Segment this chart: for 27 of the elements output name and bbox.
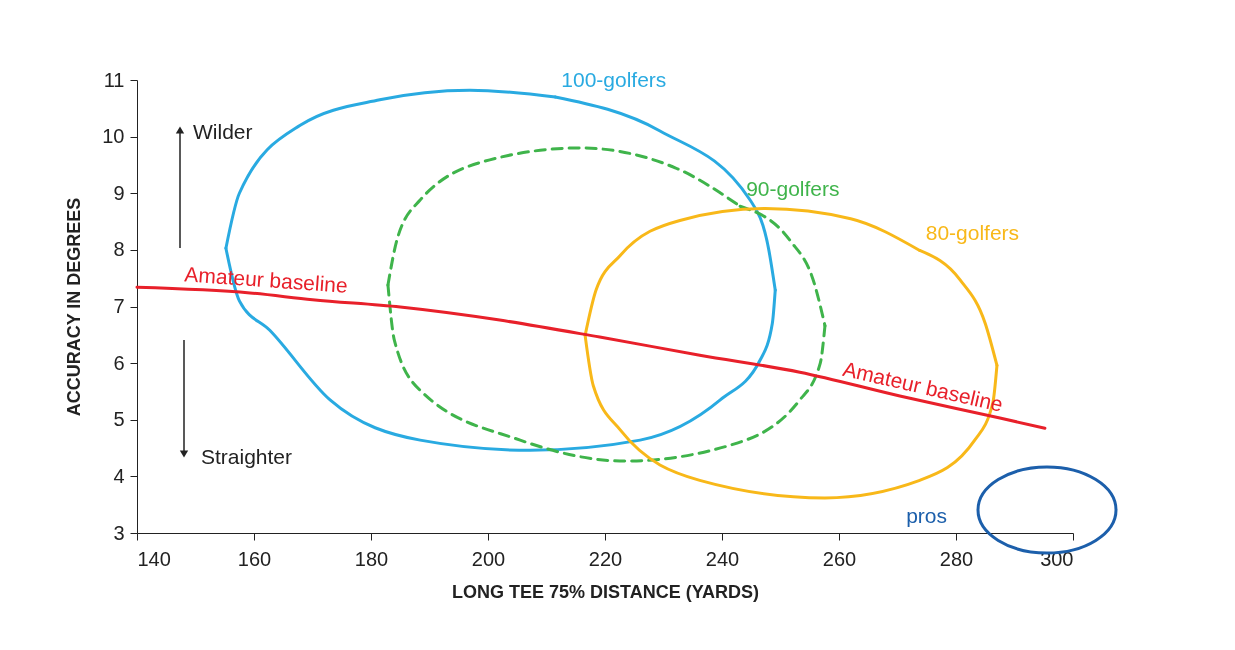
y-tick-label: 8 — [113, 238, 125, 261]
x-tick-label: 140 — [137, 547, 171, 570]
x-tick-label: 280 — [939, 547, 974, 570]
y-tick-label: 9 — [113, 181, 125, 204]
y-tick-label: 3 — [113, 521, 125, 544]
x-tick-label: 220 — [588, 547, 623, 570]
x-tick-label: 180 — [354, 547, 389, 570]
y-tick-label: 4 — [113, 464, 125, 487]
y-axis-title: ACCURACY IN DEGREES — [64, 197, 85, 417]
y-tick-label: 7 — [113, 295, 125, 317]
annotation: pros — [906, 504, 947, 527]
annotation: Amateur baseline — [840, 356, 1006, 416]
annotation: Straighter — [201, 445, 293, 468]
y-tick-label: 11 — [103, 68, 125, 91]
x-axis-title: LONG TEE 75% DISTANCE (YARDS) — [451, 581, 760, 602]
series-label: 100-golfers — [561, 67, 667, 91]
series-label: 90-golfers — [746, 177, 840, 201]
y-tick-label: 6 — [113, 351, 125, 374]
y-tick-label: 5 — [113, 408, 125, 431]
x-tick-label: 260 — [822, 547, 857, 570]
x-tick-label: 160 — [237, 547, 272, 570]
annotation: Amateur baseline — [183, 262, 349, 297]
series-label: 80-golfers — [925, 221, 1020, 245]
x-tick-label: 200 — [471, 547, 506, 570]
y-tick-label: 10 — [102, 125, 125, 148]
annotation: Wilder — [193, 120, 253, 143]
x-tick-label: 240 — [705, 547, 740, 570]
